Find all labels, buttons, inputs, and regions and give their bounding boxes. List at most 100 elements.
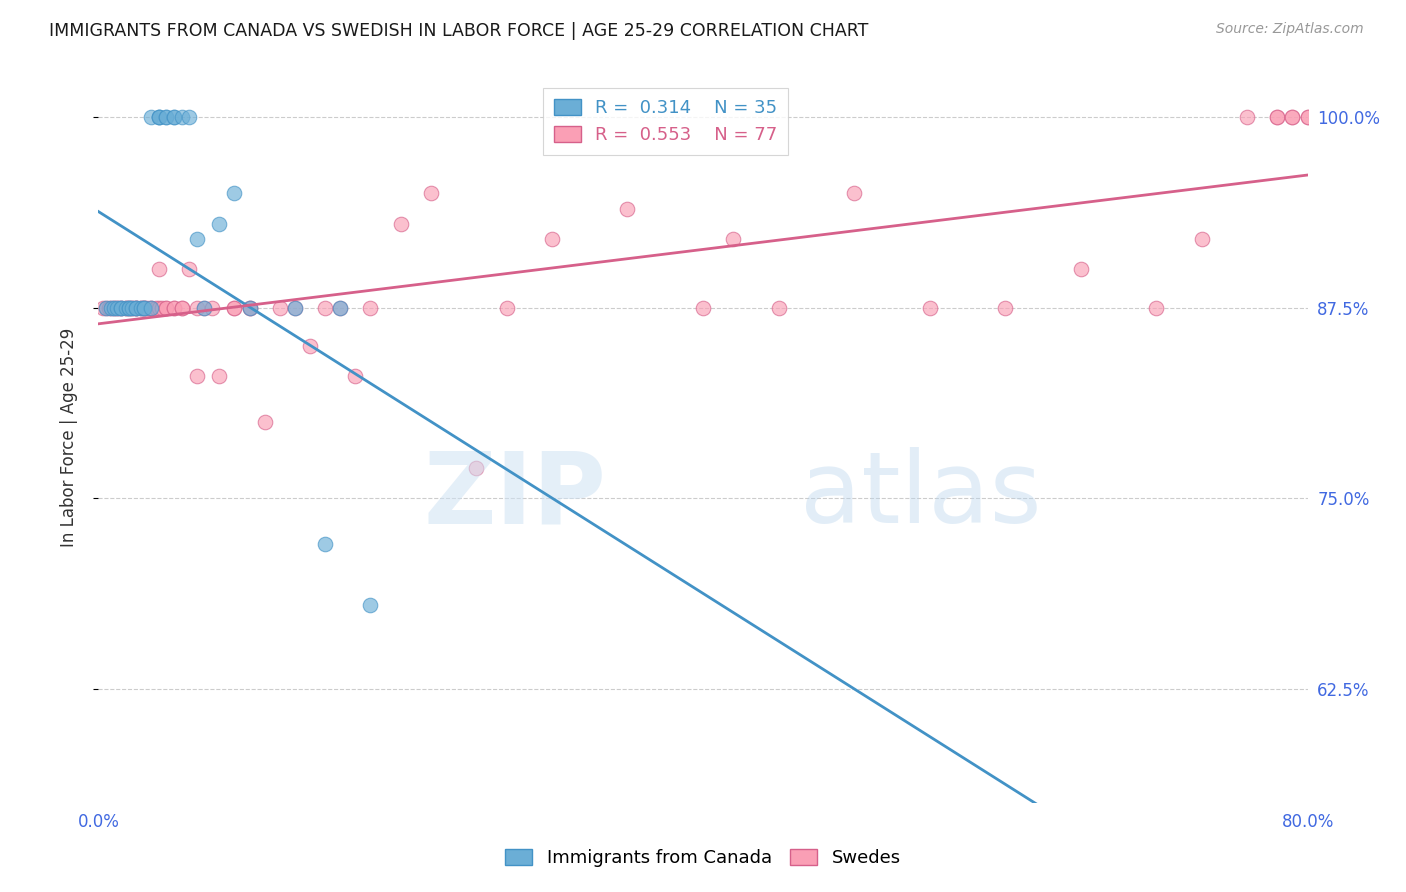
Point [114,301,136,315]
Point [118,301,141,315]
Point [163,301,186,315]
Point [163,301,186,315]
Point [132,301,155,315]
Point [107,301,129,315]
Point [103,301,125,315]
Point [170,301,193,315]
Point [148,110,170,124]
Point [125,301,148,315]
Point [1267,110,1289,124]
Point [186,369,208,384]
Point [125,301,148,315]
Point [148,110,170,124]
Point [224,301,246,315]
Point [1281,110,1303,124]
Point [118,301,141,315]
Point [1236,110,1258,124]
Point [110,301,132,315]
Point [155,110,177,124]
Point [114,301,136,315]
Point [918,301,941,315]
Point [179,262,201,277]
Point [125,301,148,315]
Point [201,301,224,315]
Point [103,301,125,315]
Point [1144,301,1167,315]
Point [269,301,291,315]
Point [100,301,122,315]
Point [94,301,117,315]
Point [110,301,132,315]
Point [129,301,152,315]
Point [239,301,262,315]
Point [150,301,173,315]
Point [420,186,443,201]
Point [1296,110,1319,124]
Point [208,217,231,231]
Point [616,202,638,216]
Point [118,301,141,315]
Point [186,301,208,315]
Point [844,186,866,201]
Text: ZIP: ZIP [423,447,606,544]
Point [299,339,322,353]
Point [141,301,163,315]
Point [723,232,745,246]
Point [1191,232,1213,246]
Point [110,301,132,315]
Point [121,301,143,315]
Point [163,110,186,124]
Y-axis label: In Labor Force | Age 25-29: In Labor Force | Age 25-29 [59,327,77,547]
Point [186,232,208,246]
Legend: Immigrants from Canada, Swedes: Immigrants from Canada, Swedes [498,841,908,874]
Point [314,537,336,551]
Point [135,301,157,315]
Point [465,460,488,475]
Point [193,301,215,315]
Point [98,301,121,315]
Point [114,301,136,315]
Point [329,301,352,315]
Point [224,186,246,201]
Point [329,301,352,315]
Point [129,301,152,315]
Point [170,110,193,124]
Point [132,301,155,315]
Point [91,301,114,315]
Point [141,301,163,315]
Text: Source: ZipAtlas.com: Source: ZipAtlas.com [1216,22,1364,37]
Point [224,301,246,315]
Point [1281,110,1303,124]
Point [163,110,186,124]
Point [239,301,262,315]
Point [284,301,307,315]
Point [125,301,148,315]
Point [141,110,163,124]
Point [103,301,125,315]
Point [208,369,231,384]
Point [121,301,143,315]
Point [132,301,155,315]
Point [148,301,170,315]
Point [121,301,143,315]
Point [768,301,790,315]
Point [239,301,262,315]
Point [1267,110,1289,124]
Point [389,217,412,231]
Point [105,301,128,315]
Point [360,598,382,612]
Point [148,110,170,124]
Point [284,301,307,315]
Point [125,301,148,315]
Point [344,369,367,384]
Point [145,301,167,315]
Point [314,301,336,315]
Point [148,262,170,277]
Point [253,415,276,429]
Point [495,301,517,315]
Point [193,301,215,315]
Text: IMMIGRANTS FROM CANADA VS SWEDISH IN LABOR FORCE | AGE 25-29 CORRELATION CHART: IMMIGRANTS FROM CANADA VS SWEDISH IN LAB… [49,22,869,40]
Point [110,301,132,315]
Point [1296,110,1319,124]
Point [141,301,163,315]
